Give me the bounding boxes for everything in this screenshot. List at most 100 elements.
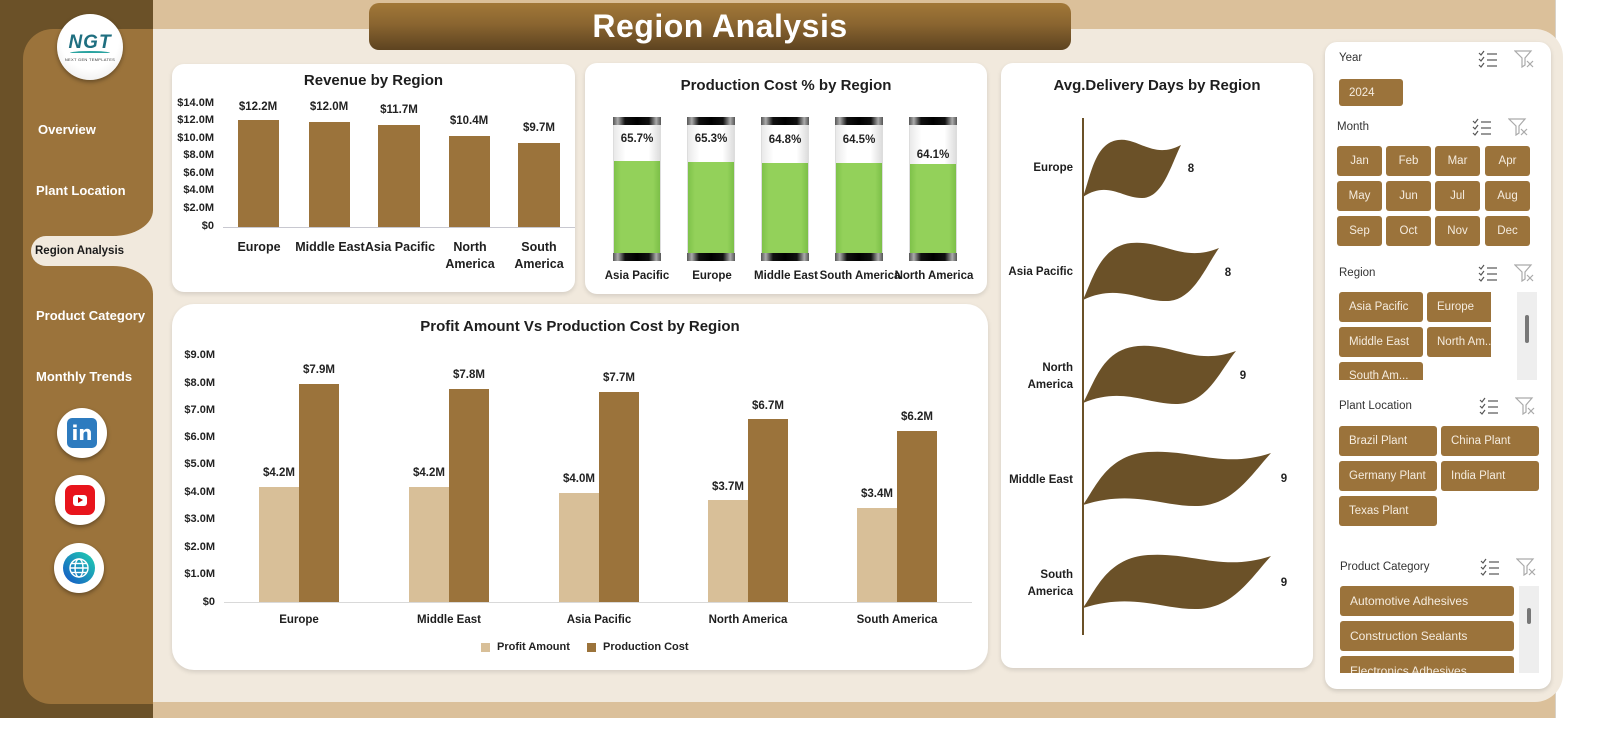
flag-bar-middle-east [1083, 451, 1271, 507]
slicer-chip-month[interactable]: Feb [1386, 146, 1431, 176]
sidebar-item-region-analysis[interactable]: Region Analysis [31, 236, 155, 266]
slicer-chip-category[interactable]: Electronics Adhesives [1340, 656, 1514, 673]
sidebar-item-overview[interactable]: Overview [38, 121, 96, 137]
youtube-icon [65, 485, 95, 515]
y-category: Middle East [1009, 474, 1073, 486]
slicer-chip-month[interactable]: Aug [1485, 181, 1530, 211]
slicer-chip-month[interactable]: Mar [1435, 146, 1480, 176]
slicer-chip-region[interactable]: Asia Pacific [1339, 292, 1423, 322]
slicer-chip-category[interactable]: Automotive Adhesives [1340, 586, 1514, 616]
website-button[interactable] [54, 543, 104, 593]
bar-profit-middle-east [409, 487, 449, 602]
x-axis-line [224, 602, 972, 603]
slicer-chip-month[interactable]: Jan [1337, 146, 1382, 176]
linkedin-icon: in [67, 418, 97, 448]
flag-bar-asia-pacific [1083, 242, 1219, 302]
bar-north-america [449, 136, 490, 227]
slicer-title-region: Region [1339, 267, 1376, 279]
data-label: 9 [1280, 473, 1288, 485]
chart-legend: Profit Amount Production Cost [481, 641, 689, 653]
sidebar-item-monthly-trends[interactable]: Monthly Trends [36, 368, 133, 384]
x-category: South America [819, 270, 901, 282]
multi-select-icon[interactable] [1478, 50, 1498, 68]
data-label: 8 [1187, 163, 1195, 175]
scrollbar-thumb[interactable] [1527, 608, 1531, 624]
tube-asia-pacific: 65.7% [613, 117, 661, 261]
slicer-chip-month[interactable]: May [1337, 181, 1382, 211]
chart-title: Avg.Delivery Days by Region [1053, 77, 1261, 94]
clear-filter-icon[interactable] [1514, 264, 1534, 282]
page-title: Region Analysis [369, 3, 1071, 50]
y-tick: $8.0M [184, 377, 215, 389]
linkedin-button[interactable]: in [57, 408, 107, 458]
x-category: Europe [692, 270, 732, 282]
multi-select-icon[interactable] [1478, 264, 1498, 282]
multi-select-icon[interactable] [1480, 558, 1500, 576]
slicer-chip-category[interactable]: Construction Sealants [1340, 621, 1514, 651]
x-category: North America [445, 240, 495, 271]
region-scrollbar[interactable] [1517, 292, 1537, 380]
slicer-chip-year-2024[interactable]: 2024 [1339, 79, 1403, 106]
slicer-chip-plant[interactable]: China Plant [1441, 426, 1539, 456]
sidebar-item-plant-location[interactable]: Plant Location [36, 182, 126, 198]
slicer-chip-region[interactable]: Europe [1427, 292, 1491, 322]
slicer-chip-month[interactable]: Jun [1386, 181, 1431, 211]
multi-select-icon[interactable] [1472, 118, 1492, 136]
slicer-title-product-category: Product Category [1340, 561, 1430, 573]
legend-swatch-profit [481, 642, 490, 652]
slicer-chip-region[interactable]: South Am... [1339, 362, 1423, 380]
bar-profit-europe [259, 487, 299, 602]
data-label: $7.7M [603, 372, 635, 384]
x-category: Middle East [417, 614, 481, 626]
flag-bar-europe [1083, 139, 1181, 199]
data-label: 9 [1239, 370, 1247, 382]
slicer-chip-month[interactable]: Jul [1435, 181, 1480, 211]
slicer-chip-region[interactable]: Middle East [1339, 327, 1423, 357]
slicer-title-month: Month [1337, 121, 1369, 133]
product-category-scrollbar[interactable] [1519, 586, 1539, 673]
data-label: $4.2M [413, 467, 445, 479]
y-tick: $10.0M [177, 132, 214, 144]
logo-text: NGT [68, 32, 112, 53]
clear-filter-icon[interactable] [1515, 397, 1535, 415]
youtube-button[interactable] [55, 475, 105, 525]
slicer-chip-plant[interactable]: India Plant [1441, 461, 1539, 491]
y-category: Asia Pacific [1008, 266, 1073, 278]
bar-cost-south-america [897, 431, 937, 602]
y-tick: $0 [201, 220, 214, 232]
slicer-chip-month[interactable]: Apr [1485, 146, 1530, 176]
bar-profit-asia-pacific [559, 493, 599, 602]
legend-label: Production Cost [602, 641, 689, 653]
x-axis-line [223, 227, 575, 228]
legend-label: Profit Amount [497, 641, 570, 653]
slicer-chip-plant[interactable]: Germany Plant [1339, 461, 1437, 491]
bar-europe [238, 120, 279, 227]
sidebar-item-product-category[interactable]: Product Category [36, 307, 146, 323]
slicer-chip-month[interactable]: Dec [1485, 216, 1530, 246]
x-category: Middle East [295, 240, 365, 254]
clear-filter-icon[interactable] [1516, 558, 1536, 576]
bar-cost-europe [299, 384, 339, 602]
slicer-chip-month[interactable]: Nov [1435, 216, 1480, 246]
data-label: 64.5% [842, 134, 876, 146]
bar-profit-south-america [857, 508, 897, 602]
slicer-chip-plant[interactable]: Texas Plant [1339, 496, 1437, 526]
logo: NGT NEXT GEN TEMPLATES [57, 14, 123, 80]
flag-bar-north-america [1083, 345, 1236, 405]
x-category: South America [514, 240, 564, 271]
slicer-chip-month[interactable]: Oct [1386, 216, 1431, 246]
multi-select-icon[interactable] [1479, 397, 1499, 415]
scrollbar-thumb[interactable] [1525, 315, 1529, 343]
slicer-chip-plant[interactable]: Brazil Plant [1339, 426, 1437, 456]
bar-south-america [518, 143, 560, 227]
y-tick: $2.0M [184, 541, 215, 553]
tube-north-america: 64.1% [909, 117, 957, 261]
bar-asia-pacific [378, 125, 420, 227]
slicer-chip-region[interactable]: North Am... [1427, 327, 1491, 357]
x-category: South America [856, 614, 938, 626]
clear-filter-icon[interactable] [1514, 50, 1534, 68]
clear-filter-icon[interactable] [1508, 118, 1528, 136]
sidebar [23, 29, 153, 704]
slicer-chip-month[interactable]: Sep [1337, 216, 1382, 246]
x-category: Asia Pacific [364, 240, 436, 254]
